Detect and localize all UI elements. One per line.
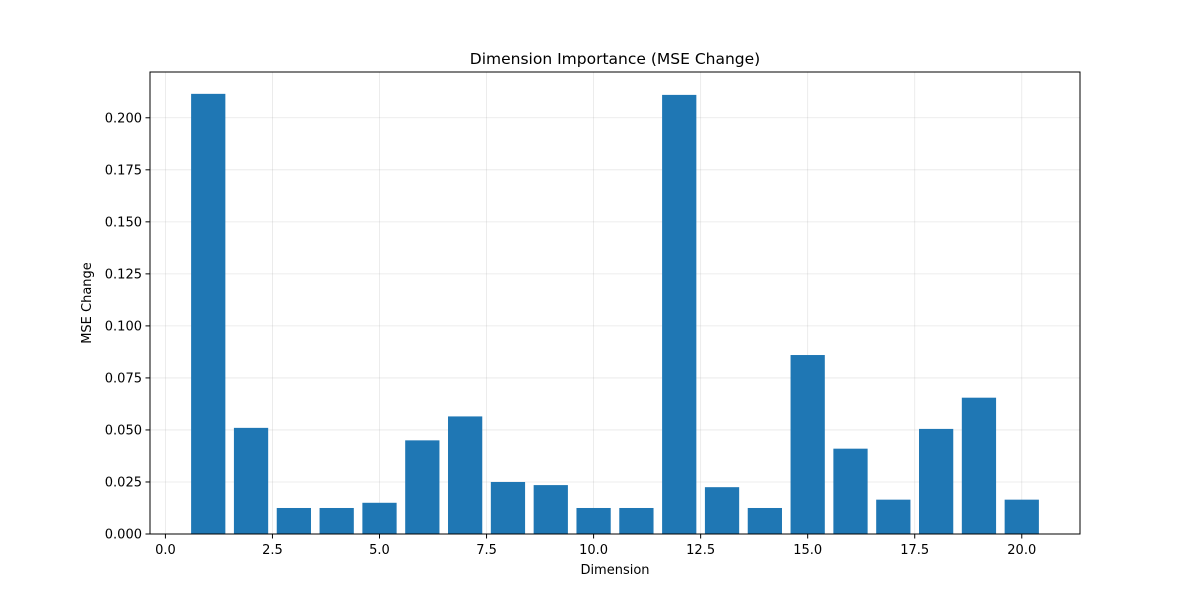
bar-dimension-7 [448, 416, 483, 534]
x-tick-label: 10.0 [579, 543, 608, 558]
x-axis-ticks: 0.0 2.5 5.0 7.5 10.0 12.5 15.0 17.5 20.0 [155, 534, 1036, 558]
y-tick-label: 0.025 [105, 475, 142, 490]
y-tick-label: 0.000 [105, 528, 142, 543]
bar-dimension-3 [276, 507, 311, 534]
bar-dimension-5 [362, 502, 397, 534]
bar-dimension-14 [747, 507, 782, 534]
bar-dimension-10 [576, 507, 611, 534]
y-axis-label: MSE Change [80, 262, 95, 344]
chart-title: Dimension Importance (MSE Change) [470, 50, 760, 68]
x-tick-label: 7.5 [476, 543, 497, 558]
plot-frame [149, 71, 1081, 535]
bar-dimension-6 [405, 440, 440, 534]
y-tick-label: 0.175 [105, 163, 142, 178]
y-tick-label: 0.125 [105, 267, 142, 282]
y-tick-label: 0.150 [105, 215, 142, 230]
bar-dimension-9 [533, 485, 568, 534]
x-tick-label: 17.5 [900, 543, 929, 558]
bar-dimension-17 [876, 499, 911, 534]
bar-dimension-20 [1004, 499, 1039, 534]
bar-dimension-8 [490, 481, 526, 534]
bar-dimension-13 [704, 487, 740, 534]
x-tick-label: 2.5 [262, 543, 283, 558]
y-tick-label: 0.100 [105, 319, 142, 334]
y-axis-ticks: 0.000 0.025 0.050 0.075 0.100 0.125 0.150 0.175… [105, 111, 150, 543]
y-tick-label: 0.050 [105, 423, 142, 438]
bar-dimension-12 [662, 94, 697, 534]
bar-dimension-11 [619, 507, 654, 534]
bars [191, 93, 1039, 534]
bar-dimension-2 [233, 427, 269, 534]
x-tick-label: 15.0 [793, 543, 822, 558]
bar-dimension-16 [833, 448, 868, 534]
x-tick-label: 12.5 [686, 543, 715, 558]
x-tick-label: 20.0 [1007, 543, 1036, 558]
x-tick-label: 5.0 [369, 543, 390, 558]
bar-dimension-4 [319, 507, 354, 534]
x-axis-label: Dimension [580, 563, 649, 578]
bar-dimension-1 [191, 93, 226, 534]
bar-dimension-15 [790, 355, 825, 534]
bar-dimension-18 [919, 428, 954, 534]
y-tick-label: 0.200 [105, 111, 142, 126]
x-tick-label: 0.0 [155, 543, 176, 558]
y-tick-label: 0.075 [105, 371, 142, 386]
bar-dimension-19 [961, 397, 997, 534]
